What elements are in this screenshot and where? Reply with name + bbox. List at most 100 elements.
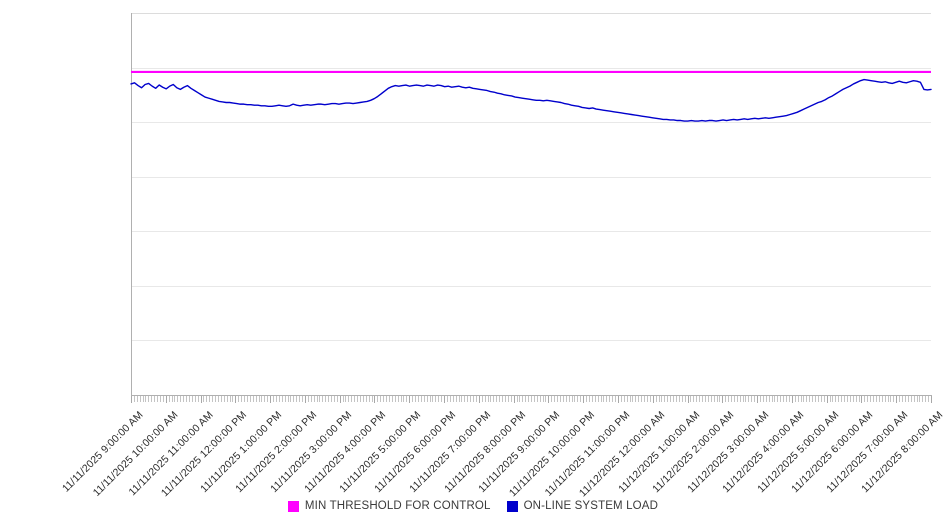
- gridline: [131, 231, 931, 232]
- x-axis-tick-major: [340, 396, 341, 403]
- x-axis-tick-minor: [528, 396, 529, 402]
- x-axis-label: 11/11/2025 9:00:00 AM: [59, 409, 146, 495]
- x-axis-tick-minor: [705, 396, 706, 402]
- x-axis-tick-minor: [285, 396, 286, 402]
- x-axis-label: 11/11/2025 11:00:00 AM: [126, 409, 216, 499]
- x-axis-tick-minor: [412, 396, 413, 402]
- x-axis-tick-minor: [256, 396, 257, 402]
- plot-area: [131, 13, 931, 395]
- x-axis-tick-minor: [908, 396, 909, 402]
- x-axis-tick-minor: [267, 396, 268, 402]
- gridline: [131, 340, 931, 341]
- x-axis-tick-minor: [308, 396, 309, 402]
- x-axis-label: 11/11/2025 6:00:00 PM: [372, 409, 459, 496]
- x-axis-tick-minor: [815, 396, 816, 402]
- x-axis-tick-minor: [661, 396, 662, 402]
- x-axis-tick-minor: [357, 396, 358, 402]
- x-axis-tick-minor: [490, 396, 491, 402]
- x-axis-tick-major: [896, 396, 897, 403]
- x-axis-tick-minor: [676, 396, 677, 402]
- x-axis-tick-minor: [801, 396, 802, 402]
- x-axis-tick-minor: [847, 396, 848, 402]
- x-axis-tick-minor: [415, 396, 416, 402]
- x-axis-tick-minor: [467, 396, 468, 402]
- x-axis-tick-minor: [525, 396, 526, 402]
- x-axis-ticks: [131, 396, 932, 403]
- x-axis-tick-minor: [774, 396, 775, 402]
- x-axis-tick-minor: [337, 396, 338, 402]
- x-axis-tick-minor: [215, 396, 216, 402]
- x-axis-tick-minor: [241, 396, 242, 402]
- x-axis-tick-minor: [745, 396, 746, 402]
- x-axis-tick-minor: [699, 396, 700, 402]
- x-axis-tick-minor: [824, 396, 825, 402]
- x-axis-tick-minor: [154, 396, 155, 402]
- x-axis-label: 11/11/2025 4:00:00 PM: [302, 409, 389, 496]
- x-axis-tick-minor: [679, 396, 680, 402]
- legend-item[interactable]: ON-LINE SYSTEM LOAD: [506, 500, 659, 512]
- x-axis-tick-minor: [209, 396, 210, 402]
- x-axis-tick-minor: [288, 396, 289, 402]
- legend-swatch-icon: [506, 500, 518, 512]
- x-axis-label: 11/11/2025 9:00:00 PM: [476, 409, 563, 496]
- x-axis-tick-minor: [795, 396, 796, 402]
- x-axis-tick-minor: [902, 396, 903, 402]
- x-axis-tick-minor: [574, 396, 575, 402]
- x-axis-tick-minor: [450, 396, 451, 402]
- x-axis-tick-minor: [302, 396, 303, 402]
- x-axis-tick-minor: [143, 396, 144, 402]
- x-axis-tick-minor: [386, 396, 387, 402]
- x-axis-tick-minor: [772, 396, 773, 402]
- legend-item[interactable]: MIN THRESHOLD FOR CONTROL: [287, 500, 491, 512]
- x-axis-tick-minor: [453, 396, 454, 402]
- x-axis-tick-minor: [264, 396, 265, 402]
- x-axis-tick-minor: [630, 396, 631, 402]
- legend-label: MIN THRESHOLD FOR CONTROL: [304, 500, 491, 512]
- x-axis-tick-minor: [218, 396, 219, 402]
- x-axis-tick-minor: [572, 396, 573, 402]
- x-axis-tick-minor: [569, 396, 570, 402]
- x-axis-tick-minor: [719, 396, 720, 402]
- x-axis-tick-minor: [612, 396, 613, 402]
- x-axis-tick-minor: [603, 396, 604, 402]
- x-axis-tick-minor: [334, 396, 335, 402]
- x-axis-tick-minor: [641, 396, 642, 402]
- x-axis-tick-minor: [186, 396, 187, 402]
- x-axis-tick-minor: [928, 396, 929, 402]
- x-axis-label: 11/11/2025 8:00:00 PM: [441, 409, 528, 496]
- x-axis-label: 11/12/2025 3:00:00 AM: [685, 409, 772, 496]
- x-axis-tick-major: [827, 396, 828, 403]
- x-axis-label: 11/11/2025 7:00:00 PM: [406, 409, 494, 496]
- x-axis-tick-minor: [798, 396, 799, 402]
- x-axis-tick-minor: [456, 396, 457, 402]
- x-axis-tick-minor: [151, 396, 152, 402]
- gridline: [131, 68, 931, 69]
- x-axis-tick-minor: [888, 396, 889, 402]
- x-axis-label: 11/12/2025 1:00:00 AM: [615, 409, 702, 496]
- x-axis-tick-minor: [157, 396, 158, 402]
- x-axis-tick-minor: [763, 396, 764, 402]
- x-axis-tick-minor: [882, 396, 883, 402]
- x-axis-tick-minor: [725, 396, 726, 402]
- x-axis-tick-minor: [821, 396, 822, 402]
- x-axis-tick-minor: [853, 396, 854, 402]
- x-axis-tick-minor: [580, 396, 581, 402]
- x-axis-tick-minor: [360, 396, 361, 402]
- x-axis-tick-minor: [493, 396, 494, 402]
- x-axis-tick-minor: [856, 396, 857, 402]
- x-axis-tick-major: [757, 396, 758, 403]
- x-axis-tick-minor: [551, 396, 552, 402]
- x-axis-tick-minor: [203, 396, 204, 402]
- x-axis-tick-major: [792, 396, 793, 403]
- x-axis-tick-minor: [511, 396, 512, 402]
- x-axis-tick-minor: [351, 396, 352, 402]
- x-axis-tick-minor: [380, 396, 381, 402]
- x-axis-tick-minor: [740, 396, 741, 402]
- x-axis-tick-minor: [406, 396, 407, 402]
- x-axis-tick-minor: [290, 396, 291, 402]
- x-axis-tick-minor: [273, 396, 274, 402]
- x-axis-tick-minor: [708, 396, 709, 402]
- x-axis-tick-minor: [230, 396, 231, 402]
- x-axis-tick-minor: [806, 396, 807, 402]
- x-axis-tick-major: [235, 396, 236, 403]
